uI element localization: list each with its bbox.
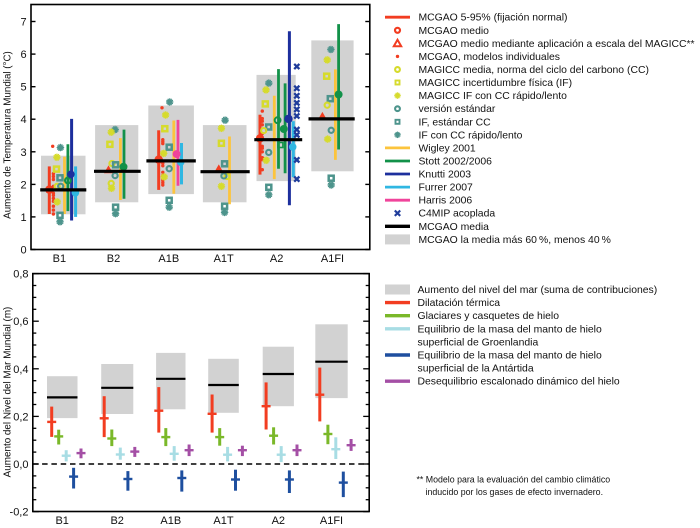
svg-text:superficial de Groenlandia: superficial de Groenlandia: [418, 337, 539, 348]
svg-text:Desequilibrio escalonado dinám: Desequilibrio escalonado dinámico del hi…: [418, 377, 620, 388]
svg-text:MCGAO medio: MCGAO medio: [419, 26, 490, 37]
svg-text:Glaciares y casquetes de hielo: Glaciares y casquetes de hielo: [418, 311, 560, 322]
svg-text:3: 3: [20, 147, 26, 159]
svg-text:Furrer 2007: Furrer 2007: [419, 183, 474, 194]
svg-text:Knutti 2003: Knutti 2003: [419, 170, 472, 181]
svg-text:B1: B1: [55, 515, 68, 527]
svg-text:0,8: 0,8: [13, 269, 28, 281]
svg-text:B1: B1: [53, 253, 66, 265]
svg-text:Equilibrio de la masa del mant: Equilibrio de la masa del manto de hielo: [418, 351, 602, 362]
svg-text:C4MIP acoplada: C4MIP acoplada: [419, 209, 496, 220]
svg-text:0,0: 0,0: [13, 459, 28, 471]
svg-text:inducido por los gases de efec: inducido por los gases de efecto inverna…: [426, 487, 604, 497]
svg-text:6: 6: [20, 49, 26, 61]
svg-text:0: 0: [20, 245, 26, 257]
svg-text:superficial de la Antártida: superficial de la Antártida: [418, 364, 534, 375]
svg-text:Harris 2006: Harris 2006: [419, 196, 473, 207]
svg-text:A1T: A1T: [213, 515, 233, 527]
svg-text:MCGAO medio mediante aplicació: MCGAO medio mediante aplicación a escala…: [419, 39, 695, 50]
svg-text:MAGICC IF con CC rápido/lento: MAGICC IF con CC rápido/lento: [419, 91, 568, 102]
svg-text:1: 1: [20, 212, 26, 224]
svg-text:7: 7: [20, 17, 26, 29]
svg-text:Aumento del nivel del mar (sum: Aumento del nivel del mar (suma de contr…: [418, 285, 658, 296]
svg-text:B2: B2: [107, 253, 120, 265]
svg-text:A1FI: A1FI: [320, 515, 343, 527]
svg-text:5: 5: [20, 82, 26, 94]
svg-text:versión estándar: versión estándar: [419, 104, 496, 115]
svg-text:A2: A2: [270, 253, 283, 265]
svg-text:Aumento del Nivel del Mar Mund: Aumento del Nivel del Mar Mundial (m): [3, 307, 14, 478]
svg-text:0,4: 0,4: [13, 364, 28, 376]
svg-text:Equilibrio de la masa del mant: Equilibrio de la masa del manto de hielo: [418, 324, 602, 335]
svg-text:A1FI: A1FI: [321, 253, 344, 265]
svg-text:0,6: 0,6: [13, 316, 28, 328]
svg-text:MCGAO la media más 60 %, menos: MCGAO la media más 60 %, menos 40 %: [419, 235, 611, 246]
svg-text:MAGICC media, norma del ciclo: MAGICC media, norma del ciclo del carbon…: [419, 65, 649, 76]
svg-text:A1B: A1B: [160, 515, 181, 527]
svg-text:MAGICC incertidumbre física (I: MAGICC incertidumbre física (IF): [419, 78, 573, 89]
svg-text:** Modelo para la evaluación d: ** Modelo para la evaluación del cambio …: [417, 475, 611, 485]
svg-text:-0,2: -0,2: [10, 507, 29, 519]
svg-text:B2: B2: [110, 515, 123, 527]
svg-text:IF con CC rápido/lento: IF con CC rápido/lento: [419, 130, 523, 141]
svg-text:MCGAO media: MCGAO media: [419, 222, 490, 233]
svg-text:0,2: 0,2: [13, 411, 28, 423]
svg-text:MCGAO, modelos individuales: MCGAO, modelos individuales: [419, 52, 561, 63]
svg-text:IF, estándar CC: IF, estándar CC: [419, 117, 492, 128]
svg-text:Dilatación térmica: Dilatación térmica: [418, 298, 501, 309]
svg-text:4: 4: [20, 114, 26, 126]
svg-text:A1B: A1B: [158, 253, 179, 265]
svg-text:MCGAO 5-95% (fijación normal): MCGAO 5-95% (fijación normal): [419, 13, 568, 24]
svg-text:2: 2: [20, 179, 26, 191]
svg-text:Wigley 2001: Wigley 2001: [419, 143, 476, 154]
svg-text:Stott 2002/2006: Stott 2002/2006: [419, 157, 493, 168]
svg-text:Aumento de Temperatura Mundial: Aumento de Temperatura Mundial (°C): [3, 51, 14, 219]
svg-text:A1T: A1T: [214, 253, 234, 265]
svg-text:A2: A2: [272, 515, 285, 527]
